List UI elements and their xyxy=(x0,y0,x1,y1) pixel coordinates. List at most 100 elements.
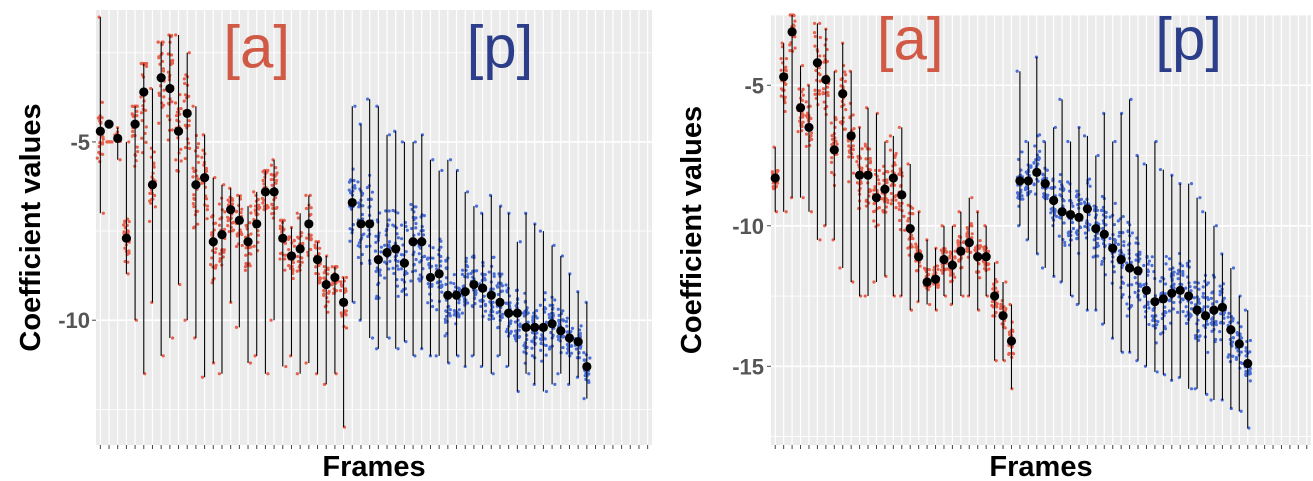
sample-point xyxy=(835,142,839,146)
sample-point xyxy=(1082,200,1087,204)
sample-point xyxy=(1071,226,1075,231)
sample-point xyxy=(348,239,352,243)
mean-point xyxy=(1057,207,1067,217)
mean-point xyxy=(573,336,583,347)
sample-point xyxy=(906,162,910,166)
sample-point xyxy=(797,87,801,91)
sample-point xyxy=(383,276,387,280)
sample-point xyxy=(362,232,366,236)
sample-point xyxy=(1095,208,1100,212)
sample-point xyxy=(789,13,793,17)
mean-point xyxy=(905,223,915,234)
sample-point xyxy=(275,205,279,210)
sample-point xyxy=(370,190,375,194)
sample-point xyxy=(1172,270,1176,274)
sample-point xyxy=(144,140,148,144)
sample-point xyxy=(322,288,326,293)
sample-point xyxy=(101,211,105,215)
sample-point xyxy=(1150,314,1154,318)
annotation-label: [p] xyxy=(1155,5,1222,72)
sample-point xyxy=(826,93,830,98)
sample-point xyxy=(1154,341,1158,345)
sample-point xyxy=(374,249,378,253)
mean-point xyxy=(208,237,218,247)
mean-point xyxy=(477,283,488,293)
sample-point xyxy=(179,147,183,151)
sample-point xyxy=(338,288,343,293)
sample-point xyxy=(1032,182,1036,186)
sample-point xyxy=(135,114,139,118)
sample-point xyxy=(965,225,969,230)
sample-point xyxy=(1058,172,1063,177)
mean-point xyxy=(880,184,890,194)
sample-point xyxy=(322,265,326,269)
sample-point xyxy=(897,207,901,212)
sample-point xyxy=(834,69,838,73)
sample-point xyxy=(1168,267,1172,271)
sample-point xyxy=(1138,257,1142,261)
sample-point xyxy=(496,354,500,358)
sample-point xyxy=(843,70,847,74)
mean-point xyxy=(863,170,873,180)
mean-point xyxy=(425,272,436,283)
sample-point xyxy=(843,73,848,77)
sample-point xyxy=(174,33,178,37)
sample-point xyxy=(1007,351,1011,356)
sample-point xyxy=(865,106,869,110)
sample-point xyxy=(425,257,430,261)
sample-point xyxy=(860,166,864,170)
sample-point xyxy=(317,278,322,282)
sample-point xyxy=(227,229,231,234)
mean-point xyxy=(829,145,839,155)
sample-point xyxy=(801,196,805,200)
sample-point xyxy=(779,57,783,61)
sample-point xyxy=(914,269,919,273)
sample-point xyxy=(1205,322,1210,326)
sample-point xyxy=(1121,281,1125,285)
sample-point xyxy=(1239,350,1243,354)
sample-point xyxy=(1151,308,1155,312)
sample-point xyxy=(256,233,261,237)
sample-point xyxy=(962,240,966,244)
sample-point xyxy=(444,258,448,262)
sample-point xyxy=(1125,314,1129,318)
sample-point xyxy=(1239,336,1244,340)
sample-point xyxy=(244,253,248,257)
sample-point xyxy=(1197,335,1201,339)
sample-point xyxy=(1070,220,1075,225)
sample-point xyxy=(771,186,776,190)
sample-point xyxy=(249,211,253,215)
mean-point xyxy=(939,254,949,265)
sample-point xyxy=(452,313,456,317)
sample-point xyxy=(944,250,949,254)
sample-point xyxy=(1222,316,1226,320)
sample-point xyxy=(262,182,266,186)
sample-point xyxy=(495,311,499,315)
sample-point xyxy=(783,109,787,114)
sample-point xyxy=(122,223,126,227)
sample-point xyxy=(517,335,521,339)
sample-point xyxy=(834,139,838,143)
sample-point xyxy=(261,178,265,183)
sample-point xyxy=(517,323,521,327)
sample-point xyxy=(131,133,135,138)
sample-point xyxy=(1042,192,1046,196)
sample-point xyxy=(1104,215,1108,219)
sample-point xyxy=(994,359,998,363)
sample-point xyxy=(1184,286,1188,290)
sample-point xyxy=(278,218,283,222)
sample-point xyxy=(309,206,313,210)
sample-point xyxy=(434,264,438,268)
sample-point xyxy=(530,346,534,350)
mean-point xyxy=(356,219,366,229)
sample-point xyxy=(897,218,902,223)
sample-point xyxy=(1138,252,1142,256)
sample-point xyxy=(556,307,560,311)
sample-point xyxy=(160,59,165,64)
sample-point xyxy=(1075,232,1079,237)
mean-point xyxy=(95,126,105,136)
mean-point xyxy=(1006,336,1017,346)
mean-point xyxy=(1209,305,1219,315)
sample-point xyxy=(118,158,122,162)
sample-point xyxy=(513,320,518,324)
